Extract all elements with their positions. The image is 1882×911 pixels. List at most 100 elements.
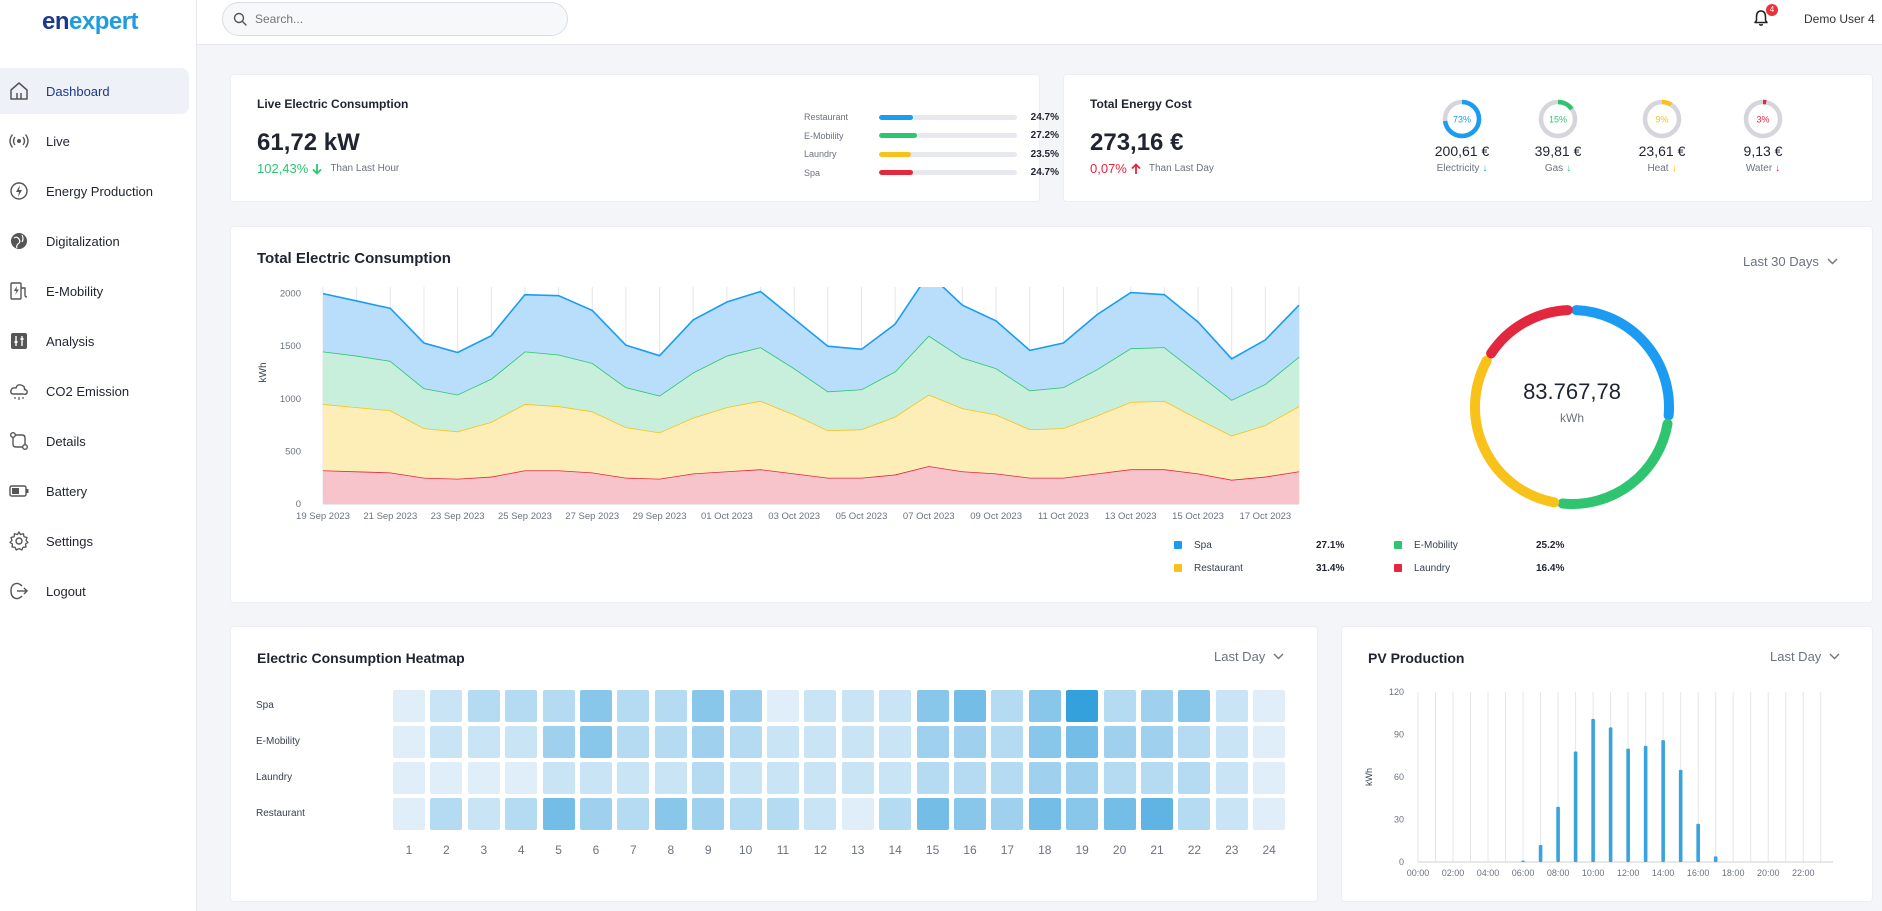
heatmap-cell[interactable]: [729, 726, 762, 758]
heatmap-cell[interactable]: [879, 762, 912, 794]
sidebar-item-details[interactable]: Details: [0, 418, 189, 464]
heatmap-cell[interactable]: [654, 690, 687, 722]
pv-period-dropdown[interactable]: Last Day: [1770, 649, 1840, 664]
sidebar-item-e-mobility[interactable]: E-Mobility: [0, 268, 189, 314]
heatmap-cell[interactable]: [1103, 726, 1136, 758]
heatmap-cell[interactable]: [729, 798, 762, 830]
heatmap-cell[interactable]: [1066, 798, 1099, 830]
heatmap-cell[interactable]: [991, 690, 1024, 722]
heatmap-cell[interactable]: [1253, 762, 1286, 794]
heatmap-cell[interactable]: [430, 726, 463, 758]
heatmap-cell[interactable]: [467, 726, 500, 758]
heatmap-cell[interactable]: [954, 690, 986, 722]
heatmap-cell[interactable]: [1028, 690, 1061, 722]
heatmap-cell[interactable]: [1178, 726, 1211, 758]
heatmap-cell[interactable]: [1215, 762, 1248, 794]
heatmap-cell[interactable]: [841, 762, 874, 794]
heatmap-cell[interactable]: [1141, 762, 1173, 794]
heatmap-cell[interactable]: [692, 726, 725, 758]
heatmap-cell[interactable]: [467, 762, 500, 794]
heatmap-cell[interactable]: [1141, 690, 1173, 722]
heatmap-cell[interactable]: [393, 690, 425, 722]
heatmap-cell[interactable]: [841, 726, 874, 758]
sidebar-item-energy-production[interactable]: Energy Production: [0, 168, 189, 214]
heatmap-cell[interactable]: [1028, 798, 1061, 830]
heatmap-cell[interactable]: [991, 726, 1024, 758]
heatmap-cell[interactable]: [879, 798, 912, 830]
heatmap-cell[interactable]: [505, 762, 538, 794]
heatmap-cell[interactable]: [1253, 726, 1286, 758]
heatmap-cell[interactable]: [954, 726, 986, 758]
heatmap-cell[interactable]: [879, 726, 912, 758]
heatmap-cell[interactable]: [505, 726, 538, 758]
heatmap-cell[interactable]: [954, 798, 986, 830]
heatmap-cell[interactable]: [767, 798, 799, 830]
heatmap-cell[interactable]: [767, 726, 799, 758]
heatmap-cell[interactable]: [580, 762, 612, 794]
heatmap-cell[interactable]: [617, 798, 650, 830]
heatmap-cell[interactable]: [654, 798, 687, 830]
heatmap-cell[interactable]: [1215, 690, 1248, 722]
heatmap-cell[interactable]: [804, 726, 837, 758]
heatmap-cell[interactable]: [580, 798, 612, 830]
heatmap-cell[interactable]: [991, 762, 1024, 794]
heatmap-cell[interactable]: [393, 762, 425, 794]
heatmap-cell[interactable]: [1028, 762, 1061, 794]
heatmap-cell[interactable]: [767, 690, 799, 722]
heatmap-cell[interactable]: [804, 762, 837, 794]
heatmap-cell[interactable]: [542, 762, 575, 794]
heatmap-cell[interactable]: [1066, 726, 1099, 758]
sidebar-item-dashboard[interactable]: Dashboard: [0, 68, 189, 114]
heatmap-cell[interactable]: [430, 798, 463, 830]
heatmap-cell[interactable]: [916, 726, 949, 758]
heatmap-cell[interactable]: [1253, 690, 1286, 722]
heatmap-cell[interactable]: [841, 690, 874, 722]
sidebar-item-logout[interactable]: Logout: [0, 568, 189, 614]
heatmap-cell[interactable]: [916, 798, 949, 830]
heatmap-cell[interactable]: [729, 762, 762, 794]
period-dropdown[interactable]: Last 30 Days: [1743, 254, 1838, 269]
heatmap-cell[interactable]: [542, 798, 575, 830]
heatmap-cell[interactable]: [505, 690, 538, 722]
heatmap-cell[interactable]: [1066, 690, 1099, 722]
heatmap-cell[interactable]: [1253, 798, 1286, 830]
heatmap-cell[interactable]: [1103, 798, 1136, 830]
heatmap-cell[interactable]: [542, 726, 575, 758]
heatmap-cell[interactable]: [505, 798, 538, 830]
sidebar-item-co2-emission[interactable]: CO2 Emission: [0, 368, 189, 414]
heatmap-period-dropdown[interactable]: Last Day: [1214, 649, 1284, 664]
heatmap-cell[interactable]: [654, 762, 687, 794]
heatmap-cell[interactable]: [654, 726, 687, 758]
user-name[interactable]: Demo User 4: [1804, 12, 1875, 26]
heatmap-cell[interactable]: [430, 762, 463, 794]
heatmap-cell[interactable]: [692, 690, 725, 722]
heatmap-cell[interactable]: [879, 690, 912, 722]
heatmap-cell[interactable]: [841, 798, 874, 830]
search-input[interactable]: [255, 12, 535, 26]
heatmap-cell[interactable]: [767, 762, 799, 794]
heatmap-cell[interactable]: [991, 798, 1024, 830]
heatmap-cell[interactable]: [692, 762, 725, 794]
heatmap-cell[interactable]: [692, 798, 725, 830]
heatmap-cell[interactable]: [467, 798, 500, 830]
sidebar-item-battery[interactable]: Battery: [0, 468, 189, 514]
heatmap-cell[interactable]: [954, 762, 986, 794]
heatmap-cell[interactable]: [1103, 690, 1136, 722]
heatmap-cell[interactable]: [430, 690, 463, 722]
heatmap-cell[interactable]: [1141, 798, 1173, 830]
heatmap-cell[interactable]: [916, 762, 949, 794]
heatmap-cell[interactable]: [580, 690, 612, 722]
sidebar-item-digitalization[interactable]: Digitalization: [0, 218, 189, 264]
heatmap-cell[interactable]: [1103, 762, 1136, 794]
heatmap-cell[interactable]: [1028, 726, 1061, 758]
heatmap-cell[interactable]: [729, 690, 762, 722]
heatmap-cell[interactable]: [1215, 726, 1248, 758]
heatmap-cell[interactable]: [542, 690, 575, 722]
heatmap-cell[interactable]: [804, 798, 837, 830]
heatmap-cell[interactable]: [1215, 798, 1248, 830]
heatmap-cell[interactable]: [617, 726, 650, 758]
sidebar-item-analysis[interactable]: Analysis: [0, 318, 189, 364]
heatmap-cell[interactable]: [1141, 726, 1173, 758]
notification-bell[interactable]: 4: [1752, 4, 1778, 31]
heatmap-cell[interactable]: [617, 762, 650, 794]
